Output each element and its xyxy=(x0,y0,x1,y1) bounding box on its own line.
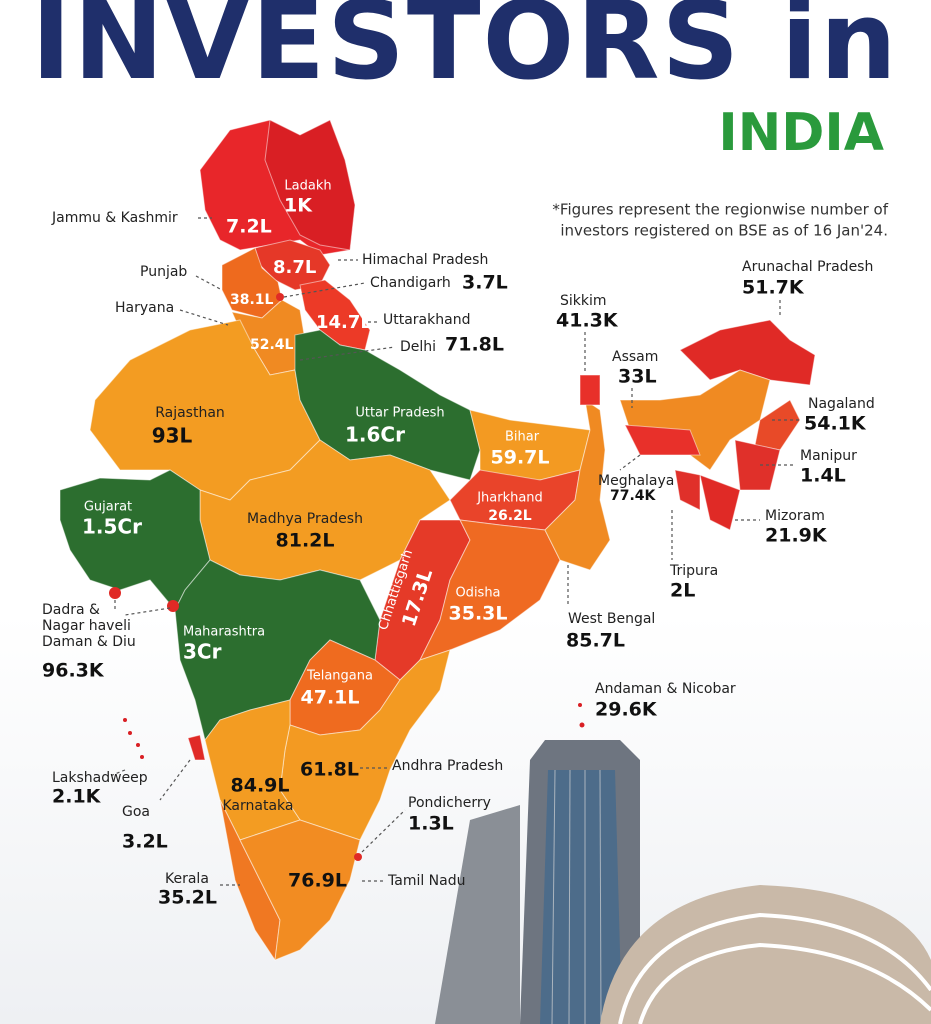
region-value: 3Cr xyxy=(183,640,222,664)
region-name: Himachal Pradesh xyxy=(362,252,488,268)
region-name: Tripura xyxy=(669,563,718,579)
region-name: Mizoram xyxy=(765,508,825,524)
subtitle: INDIA xyxy=(718,103,884,163)
region-value: 1.5Cr xyxy=(82,515,142,539)
region-value: 85.7L xyxy=(566,630,625,652)
region-value: 1K xyxy=(284,195,313,217)
region-value: 93L xyxy=(152,424,193,448)
region-value: 1.3L xyxy=(408,813,454,835)
region-name: Madhya Pradesh xyxy=(247,511,363,527)
region-value: 52.4L xyxy=(250,337,294,353)
region-value: 1.4L xyxy=(800,465,846,487)
region-value: 61.8L xyxy=(300,759,359,781)
region-name: Maharashtra xyxy=(183,625,265,640)
marker xyxy=(354,853,362,861)
region-name: Nagaland xyxy=(808,396,875,412)
region-name: Andaman & Nicobar xyxy=(595,681,736,697)
note-line: investors registered on BSE as of 16 Jan… xyxy=(560,222,888,240)
region-name: Kerala xyxy=(165,871,209,887)
region-name: Jharkhand xyxy=(476,491,543,506)
region-name: Chandigarh xyxy=(370,275,451,291)
region-name: Nagar haveli xyxy=(42,618,131,634)
region-value: 7.2L xyxy=(226,216,272,238)
region-name: Rajasthan xyxy=(155,405,225,421)
region-value: 26.2L xyxy=(488,508,532,524)
region-name: Goa xyxy=(122,804,150,820)
title: INVESTORS in xyxy=(31,0,899,104)
marker xyxy=(167,600,179,612)
region-value: 41.3K xyxy=(556,310,619,332)
region-name: Meghalaya xyxy=(598,473,674,489)
region-shape xyxy=(579,374,601,406)
region-shape xyxy=(734,439,781,491)
region-value: 3.7L xyxy=(462,272,508,294)
region-name: Bihar xyxy=(505,430,540,445)
map xyxy=(59,119,816,962)
region-name: Odisha xyxy=(455,586,500,601)
region-value: 3.2L xyxy=(122,831,168,853)
region-name: Karnataka xyxy=(223,798,294,814)
region-name: Uttarakhand xyxy=(383,312,470,328)
region-name: West Bengal xyxy=(568,611,655,627)
region-name: Assam xyxy=(612,349,658,365)
region-shape xyxy=(699,474,741,531)
region-value: 35.2L xyxy=(158,887,217,909)
region-name: Andhra Pradesh xyxy=(392,758,503,774)
region-name: Daman & Diu xyxy=(42,634,136,650)
region-value: 2L xyxy=(670,580,695,602)
region-name: Arunachal Pradesh xyxy=(742,259,873,275)
region-name: Haryana xyxy=(115,300,174,316)
region-shape xyxy=(754,399,801,451)
region-shape xyxy=(294,329,481,481)
region-value: 33L xyxy=(618,366,657,388)
region-shape xyxy=(419,519,561,661)
region-value: 84.9L xyxy=(231,775,290,797)
region-name: Manipur xyxy=(800,448,857,464)
region-value: 14.7L xyxy=(316,312,372,333)
region-value: 38.1L xyxy=(230,292,274,308)
note-line: *Figures represent the regionwise number… xyxy=(552,201,888,219)
region-value: 1.6Cr xyxy=(345,423,405,447)
bse-building xyxy=(435,740,931,1024)
region-value: 81.2L xyxy=(276,530,335,552)
region-name: Dadra & xyxy=(42,602,100,618)
region-shape xyxy=(679,319,816,386)
region-value: 51.7K xyxy=(742,277,805,299)
region-shape xyxy=(239,819,361,961)
region-name: Pondicherry xyxy=(408,795,491,811)
region-name: Tamil Nadu xyxy=(387,873,466,889)
region-name: Punjab xyxy=(140,264,187,280)
region-shape xyxy=(624,424,701,456)
region-value: 29.6K xyxy=(595,699,658,721)
region-value: 54.1K xyxy=(804,413,867,435)
region-value: 2.1K xyxy=(52,786,102,808)
region-value: 21.9K xyxy=(765,525,828,547)
region-value: 71.8L xyxy=(445,334,504,356)
region-shape xyxy=(674,469,701,511)
region-name: Ladakh xyxy=(284,179,331,194)
region-name: Lakshadweep xyxy=(52,770,148,786)
region-name: Telangana xyxy=(306,669,373,684)
region-shape xyxy=(544,398,611,571)
leader-lines xyxy=(109,217,800,886)
region-value: 77.4K xyxy=(610,488,657,504)
region-name: Sikkim xyxy=(560,293,607,309)
region-name: Jammu & Kashmir xyxy=(51,210,178,226)
region-name: Uttar Pradesh xyxy=(355,406,444,421)
region-value: 35.3L xyxy=(449,603,508,625)
marker xyxy=(276,293,284,301)
region-value: 96.3K xyxy=(42,660,105,682)
marker xyxy=(109,587,121,599)
region-shape xyxy=(264,119,356,251)
region-shape xyxy=(187,734,206,761)
region-name: Delhi xyxy=(400,339,436,355)
region-value: 76.9L xyxy=(288,870,347,892)
region-value: 59.7L xyxy=(491,447,550,469)
region-name: Gujarat xyxy=(84,500,132,515)
region-value: 8.7L xyxy=(273,257,316,278)
region-value: 47.1L xyxy=(301,687,360,709)
